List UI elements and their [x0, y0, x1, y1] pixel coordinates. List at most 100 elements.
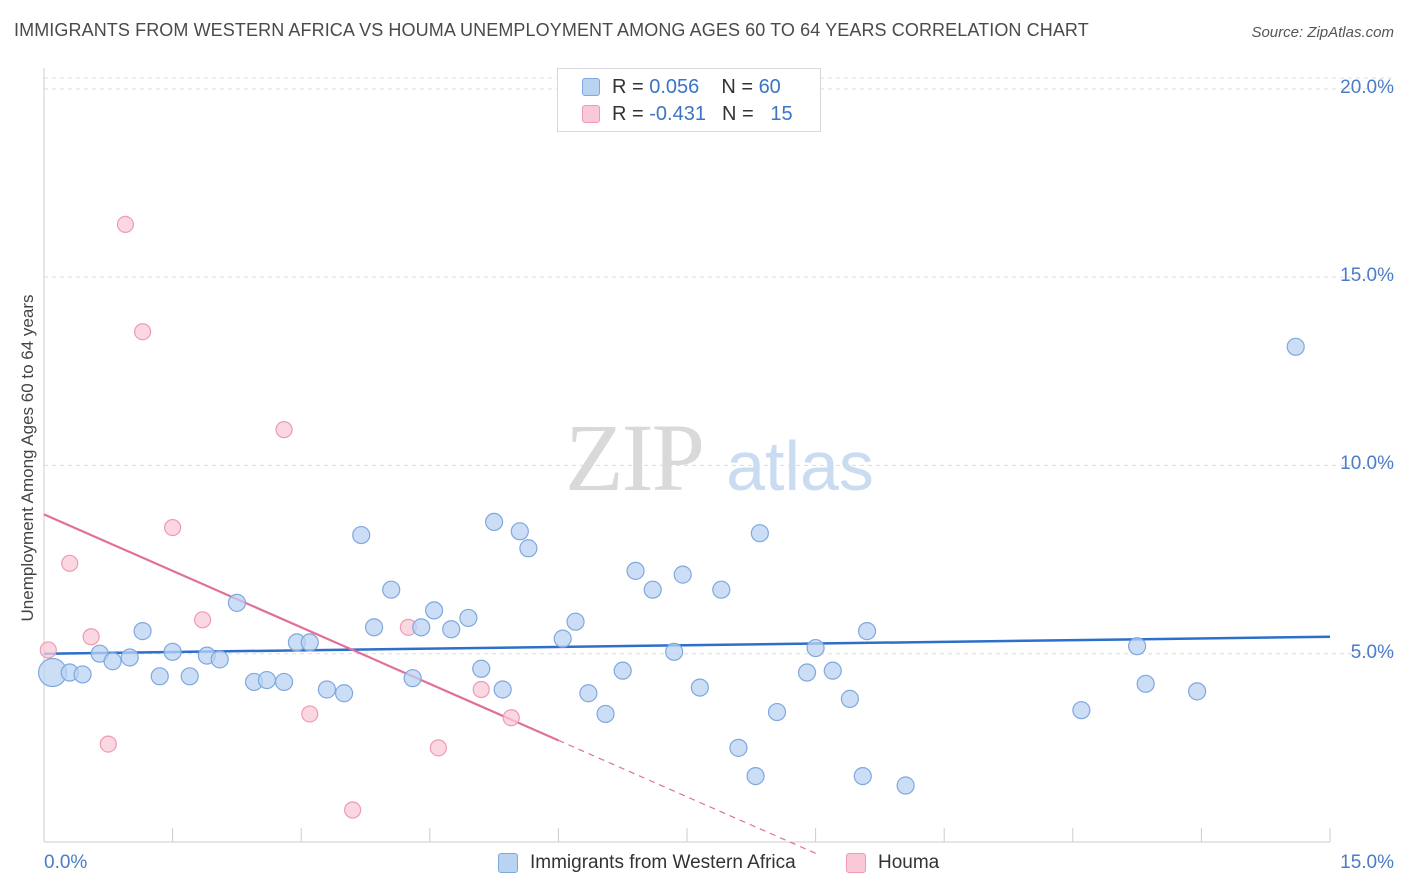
houma-points [39, 215, 520, 819]
data-point-western-africa [853, 766, 872, 786]
data-point-houma [39, 641, 57, 659]
data-point-houma [82, 628, 100, 646]
chart-title: IMMIGRANTS FROM WESTERN AFRICA VS HOUMA … [14, 20, 1089, 40]
data-point-western-africa [840, 689, 859, 708]
data-point-houma [194, 611, 212, 629]
x-tick-min: 0.0% [44, 852, 88, 873]
data-point-western-africa [163, 642, 182, 661]
data-point-western-africa [566, 612, 585, 631]
data-point-western-africa [300, 633, 319, 652]
data-point-western-africa [750, 524, 769, 543]
data-point-western-africa [257, 670, 277, 690]
data-point-western-africa [150, 667, 169, 686]
data-point-western-africa [364, 618, 384, 637]
data-point-houma [275, 421, 293, 439]
data-point-western-africa [120, 648, 139, 667]
data-point-western-africa [613, 661, 632, 680]
legend-n-value: 15 [770, 102, 793, 125]
data-point-western-africa [1127, 637, 1147, 656]
data-point-western-africa [1286, 337, 1305, 356]
data-point-western-africa [643, 580, 662, 599]
bottom-legend-label-pink: Houma [878, 852, 940, 873]
data-point-western-africa [133, 622, 152, 641]
data-point-western-africa [690, 678, 709, 697]
watermark-atlas: atlas [726, 427, 874, 505]
data-point-western-africa [73, 665, 92, 684]
x-tick-max: 15.0% [1340, 852, 1394, 873]
data-point-western-africa [510, 522, 529, 541]
legend-n-label: N = [721, 102, 754, 125]
legend-row-blue: R = 0.056 N = 60 [582, 74, 781, 100]
data-point-western-africa [382, 580, 401, 599]
data-point-western-africa [746, 766, 765, 786]
legend-r-label: R = [612, 75, 644, 98]
data-point-western-africa [519, 539, 538, 558]
data-point-western-africa [493, 680, 512, 699]
legend-swatch-blue [582, 78, 600, 96]
source-label: Source: ZipAtlas.com [1251, 24, 1394, 41]
legend-row-pink: R = -0.431 N = 15 [582, 101, 793, 127]
legend-n-value: 60 [758, 75, 781, 98]
data-point-western-africa [596, 704, 615, 724]
bottom-legend-swatch-blue [498, 853, 518, 873]
data-point-western-africa [210, 650, 229, 669]
data-point-western-africa [626, 561, 645, 580]
trend-line-western-africa [43, 635, 1331, 655]
trend-lines [43, 513, 1331, 854]
western-africa-points [37, 337, 1305, 795]
data-point-houma [344, 801, 362, 819]
data-point-western-africa [767, 702, 787, 722]
legend-r-value: -0.431 [649, 102, 706, 125]
data-point-western-africa [729, 738, 748, 757]
data-point-western-africa [1072, 701, 1091, 720]
data-point-western-africa [553, 629, 572, 648]
data-point-western-africa [412, 618, 431, 637]
watermark-zip: ZIP [565, 404, 703, 511]
data-point-western-africa [1188, 682, 1207, 701]
data-point-western-africa [823, 661, 842, 680]
data-point-western-africa [665, 642, 684, 661]
data-point-western-africa [103, 652, 122, 671]
data-point-houma [429, 739, 447, 757]
data-point-western-africa [459, 608, 478, 628]
data-point-houma [164, 518, 182, 537]
bottom-legend-blue: Immigrants from Western Africa [498, 852, 796, 874]
data-point-western-africa [352, 525, 371, 545]
data-point-houma [61, 554, 79, 572]
legend-n-label: N = [721, 75, 753, 98]
data-point-houma [99, 735, 117, 753]
legend-swatch-pink [582, 105, 600, 123]
bottom-legend-pink: Houma [846, 852, 939, 874]
trend-line-houma-extension [558, 739, 816, 854]
data-point-western-africa [857, 622, 877, 641]
data-point-houma [301, 705, 319, 723]
data-point-houma [116, 215, 135, 233]
legend-r-value: 0.056 [649, 75, 700, 98]
data-point-western-africa [896, 776, 915, 795]
data-point-western-africa [797, 663, 817, 682]
data-point-western-africa [180, 667, 199, 686]
y-tick-label: 20.0% [1340, 76, 1394, 98]
stats-legend: R = 0.056 N = 60 R = -0.431 N = 15 [557, 68, 821, 132]
axes [43, 68, 1331, 843]
data-point-western-africa [424, 601, 444, 620]
data-point-houma [502, 709, 520, 727]
trend-line-houma [43, 513, 559, 742]
data-point-western-africa [442, 620, 461, 639]
data-point-western-africa [485, 512, 504, 532]
data-point-western-africa [317, 680, 337, 699]
data-point-western-africa [1136, 674, 1155, 693]
data-point-western-africa [579, 684, 598, 703]
legend-r-label: R = [612, 102, 644, 125]
data-point-western-africa [403, 669, 422, 688]
data-point-western-africa [227, 593, 246, 612]
data-point-western-africa [472, 659, 491, 678]
data-point-western-africa [712, 580, 731, 599]
y-tick-label: 5.0% [1350, 641, 1394, 663]
bottom-legend-swatch-pink [846, 853, 866, 873]
data-point-western-africa [673, 565, 692, 584]
watermark: ZIP atlas [565, 404, 874, 511]
data-point-western-africa [334, 684, 354, 703]
data-point-houma [472, 680, 490, 699]
